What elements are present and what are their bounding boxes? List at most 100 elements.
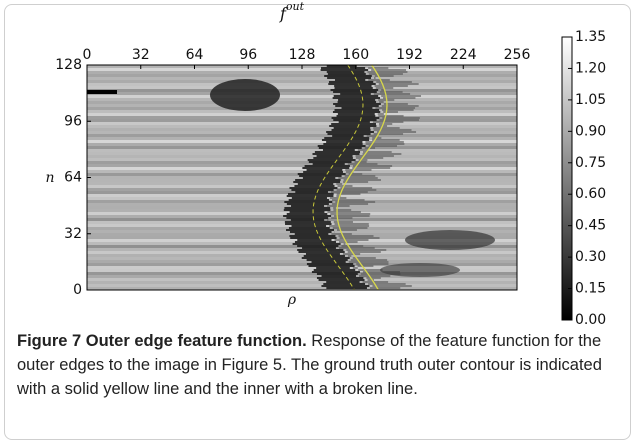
heatmap-shade (383, 97, 416, 99)
heatmap-dark (288, 199, 329, 201)
heatmap-dark (312, 153, 360, 155)
heatmap-dark (289, 187, 338, 189)
heatmap-stripe (87, 146, 517, 149)
heatmap-stripe (87, 98, 517, 101)
heatmap-shade (376, 81, 412, 83)
heatmap-stripe (87, 149, 517, 152)
top-label: fout (279, 0, 305, 23)
heatmap-dark (302, 167, 350, 169)
heatmap-shade (373, 129, 412, 131)
heatmap-stripe (87, 254, 517, 257)
heatmap-shade (368, 145, 398, 147)
heatmap-dark (304, 165, 350, 167)
heatmap-shade (336, 189, 377, 191)
heatmap-shade (371, 69, 407, 71)
bottom-label: ρ (287, 292, 297, 308)
heatmap-shade (379, 119, 419, 121)
heatmap-shade (373, 133, 404, 135)
heatmap-shade (348, 173, 363, 175)
heatmap-dark (327, 77, 372, 79)
heatmap-shade (355, 155, 394, 157)
heatmap-shade (341, 245, 364, 247)
heatmap-dark (337, 101, 377, 103)
heatmap-blob (405, 230, 495, 250)
heatmap-dark (340, 93, 371, 95)
heatmap-stripe (87, 269, 517, 272)
heatmap-dark (326, 131, 374, 133)
heatmap-stripe (87, 119, 517, 122)
heatmap-dark (321, 139, 370, 141)
heatmap-shade (336, 195, 341, 197)
heatmap-dark (312, 163, 345, 165)
heatmap-dark (284, 207, 331, 209)
top-label-base: f (279, 4, 289, 23)
heatmap-stripe (87, 125, 517, 128)
heatmap-streak (87, 90, 117, 94)
heatmap-dark (307, 159, 356, 161)
heatmap-dark (306, 263, 354, 265)
heatmap-shade (375, 107, 416, 109)
heatmap-shade (333, 221, 353, 223)
heatmap-shade (338, 247, 375, 249)
heatmap-dark (290, 219, 325, 221)
heatmap-dark (328, 81, 374, 83)
y-tick-label: 0 (73, 282, 82, 298)
heatmap-shade (366, 135, 379, 137)
heatmap-dark (288, 227, 330, 229)
heatmap-stripe (87, 143, 517, 146)
heatmap-dark (294, 233, 329, 235)
heatmap-stripe (87, 155, 517, 158)
heatmap-dark (326, 71, 365, 73)
x-tick-label: 96 (239, 47, 257, 63)
colorbar-tick-label: 1.20 (575, 60, 606, 76)
heatmap-dark (321, 285, 370, 287)
heatmap-shade (329, 225, 370, 227)
heatmap-dark (284, 221, 331, 223)
heatmap-dark (308, 161, 352, 163)
heatmap-stripe (87, 263, 517, 266)
heatmap-dark (297, 183, 334, 185)
heatmap-dark (297, 249, 344, 251)
heatmap-shade (331, 199, 365, 201)
y-tick-label: 32 (64, 226, 82, 242)
heatmap-shade (374, 75, 394, 77)
heatmap-dark (316, 155, 353, 157)
heatmap-shade (381, 89, 385, 91)
caption: Figure 7 Outer edge feature function. Re… (17, 329, 623, 401)
heatmap-dark (286, 217, 329, 219)
heatmap-dark (326, 141, 363, 143)
heatmap-stripe (87, 152, 517, 155)
heatmap-dark (306, 259, 348, 261)
x-tick-label: 256 (504, 47, 531, 63)
heatmap-dark (333, 95, 379, 97)
heatmap-stripe (87, 281, 517, 284)
heatmap-stripe (87, 104, 517, 107)
heatmap-shade (340, 187, 373, 189)
heatmap-dark (318, 279, 365, 281)
heatmap-shade (358, 269, 383, 271)
heatmap-dark (285, 223, 332, 225)
colorbar-tick-label: 0.00 (575, 312, 606, 328)
heatmap-shade (348, 261, 389, 263)
heatmap-shade (355, 157, 384, 159)
heatmap-shade (344, 175, 376, 177)
heatmap-stripe (87, 260, 517, 263)
heatmap-dark (289, 231, 332, 233)
heatmap-shade (352, 267, 358, 269)
heatmap-dark (287, 193, 334, 195)
colorbar-tick-label: 0.90 (575, 123, 606, 139)
heatmap-shade (363, 151, 392, 153)
x-tick-label: 128 (289, 47, 316, 63)
heatmap-shade (362, 281, 389, 283)
heatmap-dark (327, 133, 371, 135)
heatmap-shade (367, 279, 374, 281)
heatmap-shade (330, 213, 371, 215)
heatmap-shade (342, 253, 361, 255)
heatmap-shade (336, 183, 343, 185)
heatmap-shade (373, 127, 400, 129)
heatmap-stripe (87, 122, 517, 125)
heatmap-shade (330, 191, 368, 193)
heatmap-dark (322, 149, 355, 151)
heatmap-stripe (87, 80, 517, 83)
